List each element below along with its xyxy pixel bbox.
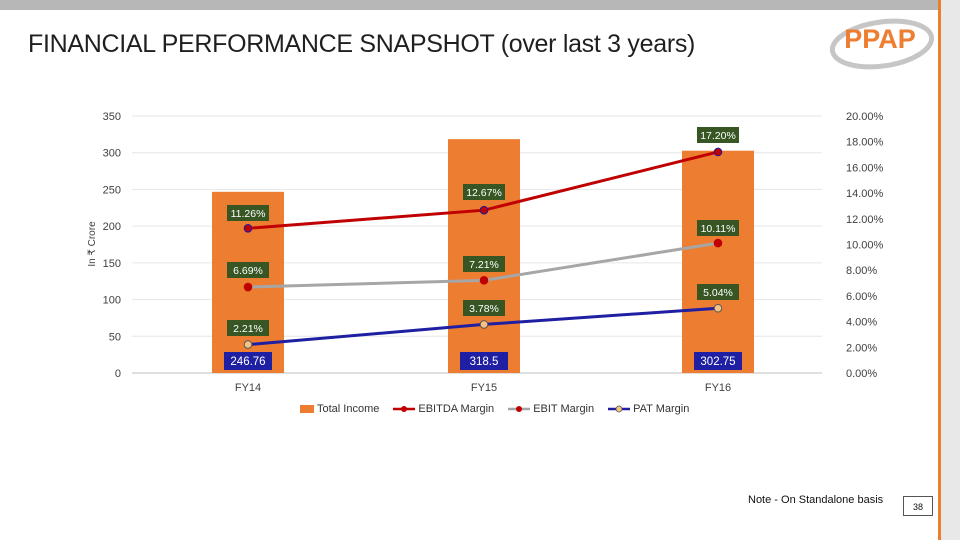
x-tick-label: FY15: [471, 382, 497, 394]
point-ebitda: [479, 205, 489, 215]
margin-label-ebitda: 11.26%: [231, 208, 266, 220]
legend-label: PAT Margin: [633, 403, 690, 415]
legend-item-total-income: Total Income: [300, 403, 379, 415]
legend-item-ebit: EBIT Margin: [508, 403, 594, 415]
legend-label: EBITDA Margin: [418, 403, 495, 415]
y-tick-label: 350: [103, 111, 121, 123]
y-tick-label: 300: [103, 148, 121, 160]
point-pat: [243, 340, 253, 349]
footnote: Note - On Standalone basis: [748, 494, 884, 506]
margin-label-ebitda: 17.20%: [700, 130, 736, 142]
y-tick-label: 50: [109, 331, 121, 343]
margin-label-pat: 2.21%: [233, 323, 263, 335]
y-tick-label: 100: [103, 295, 121, 307]
y2-tick-label: 4.00%: [846, 317, 877, 329]
bar-series: [212, 139, 754, 373]
x-tick-label: FY14: [235, 382, 261, 394]
y2-tick-label: 0.00%: [846, 368, 877, 380]
y-tick-label: 250: [103, 184, 121, 196]
legend-swatch-pat: [608, 405, 631, 413]
y-tick-label: 150: [103, 258, 121, 270]
page-number: 38: [903, 496, 933, 516]
margin-label-bg: [463, 184, 505, 200]
point-ebitda: [713, 147, 723, 157]
y2-tick-label: 12.00%: [846, 214, 884, 226]
legend-swatch-bar: [300, 405, 314, 413]
margin-label-bg: [697, 284, 739, 300]
margin-label-bg: [463, 300, 505, 316]
point-pat: [713, 303, 723, 313]
margin-label-bg: [227, 205, 269, 221]
margin-label-pat: 5.04%: [703, 287, 733, 299]
top-border: [0, 0, 960, 10]
y2-tick-label: 2.00%: [846, 342, 877, 354]
y-tick-label: 200: [103, 221, 121, 233]
y2-tick-label: 8.00%: [846, 265, 877, 277]
y2-tick-label: 20.00%: [846, 111, 884, 123]
margin-label-bg: [463, 256, 505, 272]
legend-swatch-ebit: [508, 406, 531, 412]
point-ebitda: [243, 224, 253, 233]
ppap-logo: PPAP: [829, 18, 934, 70]
margin-label-bg: [227, 320, 269, 336]
margin-label-pat: 3.78%: [469, 303, 499, 315]
point-ebit: [713, 238, 723, 248]
bar-value-label-bg: [460, 352, 508, 370]
margin-label-ebit: 10.11%: [701, 223, 736, 235]
y2-tick-label: 10.00%: [846, 240, 884, 252]
y2-tick-label: 16.00%: [846, 162, 884, 174]
bar-total-income: [682, 150, 754, 373]
line-series: [243, 147, 723, 349]
legend-item-ebitda: EBITDA Margin: [393, 403, 494, 415]
right-border: [938, 0, 960, 540]
y2-tick-label: 18.00%: [846, 137, 884, 149]
legend-label: EBIT Margin: [533, 403, 595, 415]
chart-axes: 0 50 100 150 200 250 300 350 0.00% 2.00% 4.00% 6.00…: [87, 111, 884, 394]
y2-tick-label: 14.00%: [846, 188, 884, 200]
margin-label-ebit: 6.69%: [233, 265, 263, 277]
y-tick-label: 0: [115, 368, 121, 380]
legend-label: Total Income: [317, 403, 380, 415]
bar-value-label: 318.5: [470, 356, 499, 368]
bar-value-label-bg: [694, 352, 742, 370]
legend-swatch-ebitda: [393, 406, 416, 412]
x-tick-label: FY16: [705, 382, 731, 394]
point-pat: [479, 320, 489, 329]
margin-label-bg: [697, 220, 739, 236]
margin-label-bg: [697, 127, 739, 143]
margin-label-ebitda: 12.67%: [466, 187, 502, 199]
bar-value-label-bg: [224, 352, 272, 370]
chart-legend: Total Income EBITDA Margin EBIT Margin P…: [300, 403, 689, 415]
margin-label-bg: [227, 262, 269, 278]
bar-value-label: 246.76: [230, 356, 265, 368]
logo-text: PPAP: [844, 24, 916, 54]
data-labels: 246.76 318.5 302.75 11.26% 12.67% 17.20% 6.69%…: [224, 127, 742, 370]
y-axis-title: In ₹ Crore: [87, 221, 98, 267]
legend-item-pat: PAT Margin: [608, 403, 689, 415]
point-ebit: [243, 282, 253, 292]
margin-label-ebit: 7.21%: [469, 259, 499, 271]
point-ebit: [479, 276, 489, 285]
bar-value-label: 302.75: [700, 356, 735, 368]
y2-tick-label: 6.00%: [846, 291, 877, 303]
page-title: FINANCIAL PERFORMANCE SNAPSHOT (over las…: [28, 30, 696, 58]
